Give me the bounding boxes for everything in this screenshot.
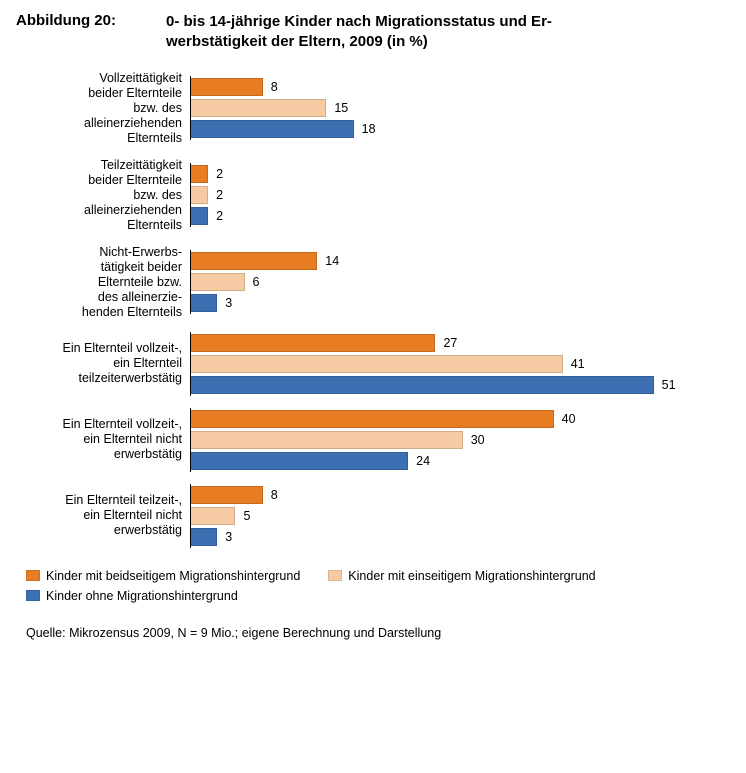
bar xyxy=(190,207,208,225)
category-group: Ein Elternteil vollzeit-,ein Elternteilt… xyxy=(26,332,730,396)
y-axis-segment xyxy=(190,408,191,472)
legend-swatch xyxy=(26,590,40,601)
bar xyxy=(190,528,217,546)
bar-value-label: 8 xyxy=(271,488,278,502)
bar xyxy=(190,334,435,352)
bar-value-label: 8 xyxy=(271,80,278,94)
bar xyxy=(190,452,408,470)
bar xyxy=(190,410,554,428)
category-label: Teilzeittätigkeitbeider Elternteilebzw. … xyxy=(26,158,190,233)
bar xyxy=(190,355,563,373)
category-group: Ein Elternteil teilzeit-,ein Elternteil … xyxy=(26,484,730,548)
category-label: Ein Elternteil vollzeit-,ein Elternteil … xyxy=(26,417,190,462)
legend-item: Kinder ohne Migrationshintergrund xyxy=(26,586,238,606)
bar-chart: Vollzeittätigkeitbeider Elternteilebzw. … xyxy=(26,71,730,548)
legend-item: Kinder mit beidseitigem Migrationshinter… xyxy=(26,566,300,586)
bar xyxy=(190,507,235,525)
bar xyxy=(190,294,217,312)
legend-item: Kinder mit einseitigem Migrationshinterg… xyxy=(328,566,595,586)
category-label: Ein Elternteil teilzeit-,ein Elternteil … xyxy=(26,493,190,538)
bar-row: 30 xyxy=(190,430,730,450)
bar-row: 8 xyxy=(190,485,730,505)
bars-column: 2 2 2 xyxy=(190,163,730,227)
bar xyxy=(190,486,263,504)
category-group: Nicht-Erwerbs-tätigkeit beiderElternteil… xyxy=(26,245,730,320)
category-group: Vollzeittätigkeitbeider Elternteilebzw. … xyxy=(26,71,730,146)
legend-swatch xyxy=(328,570,342,581)
bar-value-label: 14 xyxy=(325,254,339,268)
category-label: Ein Elternteil vollzeit-,ein Elternteilt… xyxy=(26,341,190,386)
bar-value-label: 2 xyxy=(216,209,223,223)
bar-row: 41 xyxy=(190,354,730,374)
bar-row: 6 xyxy=(190,272,730,292)
bar xyxy=(190,431,463,449)
bar-value-label: 27 xyxy=(443,336,457,350)
y-axis-segment xyxy=(190,332,191,396)
bar-value-label: 51 xyxy=(662,378,676,392)
source-text: Quelle: Mikrozensus 2009, N = 9 Mio.; ei… xyxy=(26,626,730,640)
figure-header: Abbildung 20: 0- bis 14-jährige Kinder n… xyxy=(16,12,730,53)
bar-value-label: 18 xyxy=(362,122,376,136)
bar-value-label: 15 xyxy=(334,101,348,115)
y-axis-segment xyxy=(190,250,191,314)
bar-row: 2 xyxy=(190,206,730,226)
figure-title-line1: 0- bis 14-jährige Kinder nach Migrations… xyxy=(166,13,552,30)
bar-value-label: 6 xyxy=(253,275,260,289)
bar-value-label: 2 xyxy=(216,167,223,181)
bars-column: 40 30 24 xyxy=(190,408,730,472)
bar-row: 8 xyxy=(190,77,730,97)
bar-row: 3 xyxy=(190,293,730,313)
bar xyxy=(190,376,654,394)
bar-row: 14 xyxy=(190,251,730,271)
y-axis-segment xyxy=(190,76,191,140)
bar-row: 2 xyxy=(190,185,730,205)
legend-label: Kinder ohne Migrationshintergrund xyxy=(46,586,238,606)
bar-row: 24 xyxy=(190,451,730,471)
legend-swatch xyxy=(26,570,40,581)
category-group: Ein Elternteil vollzeit-,ein Elternteil … xyxy=(26,408,730,472)
bars-column: 8 15 18 xyxy=(190,76,730,140)
bar-row: 27 xyxy=(190,333,730,353)
bar-value-label: 41 xyxy=(571,357,585,371)
bar-row: 3 xyxy=(190,527,730,547)
category-label: Vollzeittätigkeitbeider Elternteilebzw. … xyxy=(26,71,190,146)
bar-value-label: 30 xyxy=(471,433,485,447)
bar-row: 51 xyxy=(190,375,730,395)
legend-label: Kinder mit beidseitigem Migrationshinter… xyxy=(46,566,300,586)
bar-value-label: 2 xyxy=(216,188,223,202)
y-axis-segment xyxy=(190,484,191,548)
bar xyxy=(190,120,354,138)
bar xyxy=(190,252,317,270)
bars-column: 27 41 51 xyxy=(190,332,730,396)
bar-row: 2 xyxy=(190,164,730,184)
bar xyxy=(190,186,208,204)
bar-row: 18 xyxy=(190,119,730,139)
bar-row: 40 xyxy=(190,409,730,429)
bar-value-label: 5 xyxy=(243,509,250,523)
category-label: Nicht-Erwerbs-tätigkeit beiderElternteil… xyxy=(26,245,190,320)
chart-legend: Kinder mit beidseitigem Migrationshinter… xyxy=(26,566,730,606)
bar xyxy=(190,99,326,117)
bar-value-label: 3 xyxy=(225,296,232,310)
category-group: Teilzeittätigkeitbeider Elternteilebzw. … xyxy=(26,158,730,233)
figure-title-line2: werbstätigkeit der Eltern, 2009 (in %) xyxy=(166,33,428,50)
bar-row: 15 xyxy=(190,98,730,118)
bar-row: 5 xyxy=(190,506,730,526)
bar xyxy=(190,273,245,291)
bar-value-label: 40 xyxy=(562,412,576,426)
bars-column: 14 6 3 xyxy=(190,250,730,314)
bar xyxy=(190,165,208,183)
figure-label: Abbildung 20: xyxy=(16,12,166,29)
legend-label: Kinder mit einseitigem Migrationshinterg… xyxy=(348,566,595,586)
bar xyxy=(190,78,263,96)
bar-value-label: 3 xyxy=(225,530,232,544)
figure-title: 0- bis 14-jährige Kinder nach Migrations… xyxy=(166,12,552,53)
bars-column: 8 53 xyxy=(190,484,730,548)
y-axis-segment xyxy=(190,163,191,227)
bar-value-label: 24 xyxy=(416,454,430,468)
